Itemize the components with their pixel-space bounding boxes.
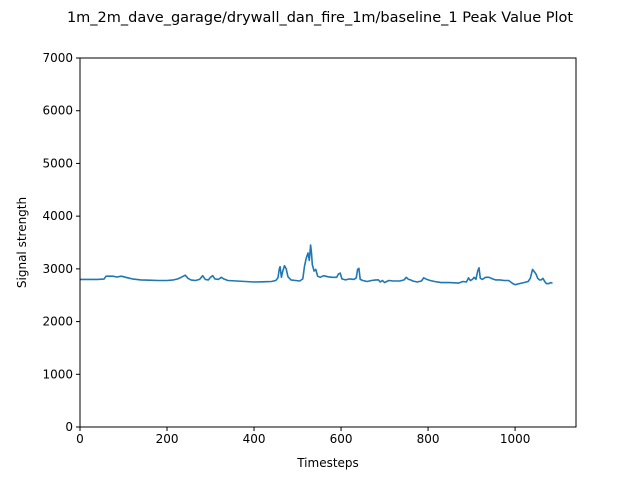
y-tick-label: 1000 xyxy=(42,367,73,381)
y-tick-label: 2000 xyxy=(42,315,73,329)
y-tick-label: 4000 xyxy=(42,209,73,223)
y-tick-label: 5000 xyxy=(42,156,73,170)
x-tick-label: 200 xyxy=(156,432,179,446)
y-axis-ticks: 0 1000 2000 3000 4000 5000 6000 7000 xyxy=(42,51,80,434)
series-layer xyxy=(80,244,553,286)
y-tick-label: 7000 xyxy=(42,51,73,65)
x-tick-label: 600 xyxy=(330,432,353,446)
y-tick-label: 0 xyxy=(65,420,73,434)
x-axis-ticks: 0 200 400 600 800 1000 xyxy=(76,427,530,446)
x-axis-label: Timesteps xyxy=(296,456,359,470)
x-tick-label: 800 xyxy=(417,432,440,446)
y-axis-label: Signal strength xyxy=(15,197,29,288)
x-tick-label: 1000 xyxy=(500,432,531,446)
x-tick-label: 0 xyxy=(76,432,84,446)
y-tick-label: 6000 xyxy=(42,104,73,118)
signal-strength-line xyxy=(80,244,553,286)
plot-frame xyxy=(79,57,577,428)
y-tick-label: 3000 xyxy=(42,262,73,276)
x-tick-label: 400 xyxy=(243,432,266,446)
chart-title: 1m_2m_dave_garage/drywall_dan_fire_1m/ba… xyxy=(67,10,573,26)
